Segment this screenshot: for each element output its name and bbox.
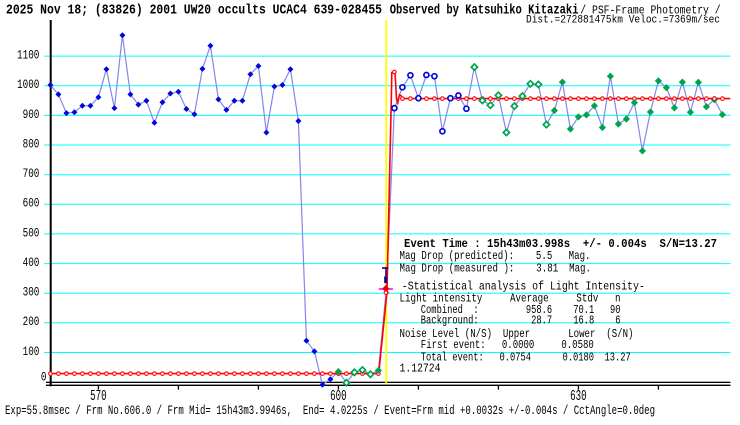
svg-text:1000: 1000: [17, 77, 39, 92]
svg-text:Total event: 0.0754 0.0: Total event: 0.0754 0.0180 13.27: [421, 351, 631, 365]
svg-text:Background: 28.7 1: Background: 28.7 16.8 6: [421, 314, 621, 328]
svg-text:/ PSF-Frame Photometry /: / PSF-Frame Photometry /: [580, 4, 720, 18]
svg-text:800: 800: [23, 136, 40, 151]
svg-text:Observed by Katsuhiko Kitazaki: Observed by Katsuhiko Kitazaki: [390, 3, 579, 19]
svg-text:Combined : 958.6 7: Combined : 958.6 70.1 90: [421, 303, 621, 317]
svg-text:600: 600: [330, 388, 347, 405]
svg-text:500: 500: [23, 225, 40, 240]
svg-text:Dist.=272881475km Veloc.=7369m: Dist.=272881475km Veloc.=7369m/sec: [526, 15, 720, 27]
svg-text:600: 600: [23, 196, 40, 211]
svg-text:0: 0: [41, 369, 47, 384]
svg-text:700: 700: [23, 166, 40, 181]
svg-text:1.12724: 1.12724: [400, 362, 441, 376]
svg-text:570: 570: [90, 388, 107, 405]
svg-text:1100: 1100: [17, 48, 39, 63]
svg-text:900: 900: [23, 107, 40, 122]
svg-text:400: 400: [23, 255, 40, 270]
svg-text:100: 100: [23, 344, 40, 359]
svg-text:Event Time : 15h43m03.998s +/: Event Time : 15h43m03.998s +/- 0.004s S/…: [404, 237, 717, 251]
svg-text:2025 Nov 18; (83826) 2001 UW20: 2025 Nov 18; (83826) 2001 UW20 occults U…: [6, 3, 382, 19]
svg-text:200: 200: [23, 314, 40, 329]
svg-text:Light intensity Average: Light intensity Average Stdv n: [400, 291, 621, 305]
svg-text:300: 300: [23, 285, 40, 300]
svg-text:Mag Drop (measured ): 3.81: Mag Drop (measured ): 3.81 Mag.: [400, 261, 592, 275]
svg-text:Noise Level (N/S) Upper: Noise Level (N/S) Upper Lower (S/N): [400, 327, 634, 341]
svg-text:First event: 0.0000 0.05: First event: 0.0000 0.0580: [421, 338, 594, 352]
svg-text:-Statistical analysis of Light: -Statistical analysis of Light Intensity…: [402, 280, 645, 294]
svg-text:Exp=55.8msec / Frm No.606.0 /: Exp=55.8msec / Frm No.606.0 / Frm Mid= 1…: [5, 403, 655, 418]
svg-text:Mag Drop (predicted): 5.5: Mag Drop (predicted): 5.5 Mag.: [400, 249, 591, 263]
svg-text:630: 630: [570, 388, 587, 405]
